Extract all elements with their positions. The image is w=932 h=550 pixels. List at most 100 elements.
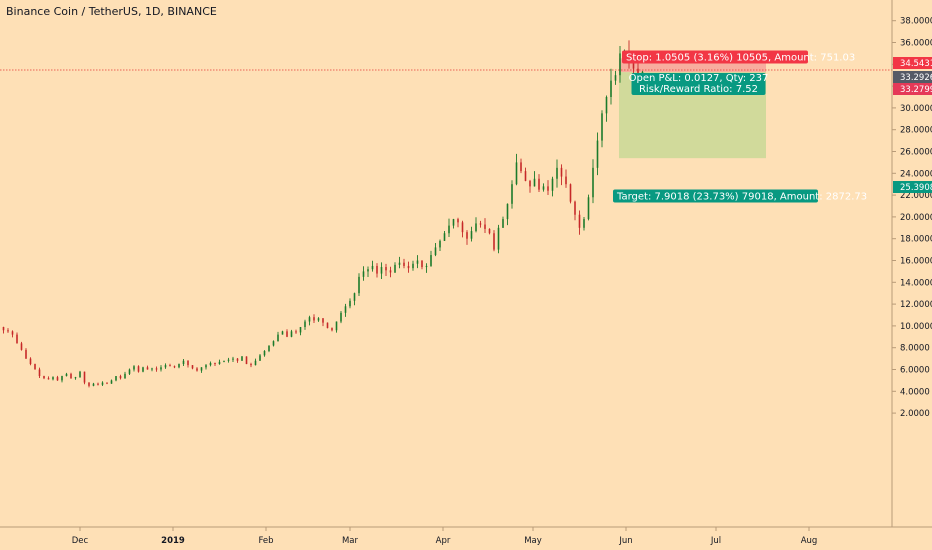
candle: [587, 194, 590, 221]
candle: [119, 374, 122, 380]
candle: [371, 260, 374, 272]
candle: [601, 110, 603, 148]
price-tick-label: 38.0000: [900, 17, 932, 27]
candle: [29, 357, 32, 366]
candle: [250, 362, 252, 368]
candle: [151, 367, 153, 372]
candle: [430, 250, 432, 267]
svg-text:34.5431: 34.5431: [900, 59, 932, 69]
price-tick-label: 18.0000: [900, 235, 932, 245]
candle: [538, 174, 540, 193]
price-tick-label: 6.0000: [900, 366, 930, 376]
candle: [43, 375, 45, 380]
candle: [268, 345, 270, 353]
svg-text:25.3908: 25.3908: [900, 183, 932, 193]
candle: [515, 153, 518, 186]
candle: [614, 70, 617, 85]
candle: [25, 348, 27, 360]
candle: [133, 365, 135, 372]
candle: [164, 363, 167, 369]
svg-text:33.2799: 33.2799: [900, 85, 932, 95]
price-tick-label: 10.0000: [900, 322, 932, 332]
candle: [223, 360, 225, 363]
candle: [182, 359, 185, 366]
candle: [326, 322, 329, 329]
candle: [547, 180, 549, 195]
stop-label[interactable]: Stop: 1.0505 (3.16%) 10505, Amount: 751.…: [622, 50, 855, 64]
candle: [155, 366, 158, 372]
candle: [484, 218, 486, 233]
candle: [92, 382, 95, 387]
candle: [493, 230, 495, 252]
candle: [196, 367, 198, 372]
candle: [565, 169, 567, 188]
candle: [47, 376, 50, 380]
target-label-background: [613, 189, 818, 203]
candle: [2, 326, 5, 334]
stop-label-text: Stop: 1.0505 (3.16%) 10505, Amount: 751.…: [626, 53, 855, 64]
candle: [205, 364, 207, 370]
risk-reward-text: Risk/Reward Ratio: 7.52: [639, 84, 758, 95]
candle: [407, 261, 410, 273]
candle: [376, 263, 378, 278]
candle: [200, 367, 203, 373]
candle: [187, 360, 189, 368]
entry-price-tag: 33.2799: [893, 83, 932, 95]
candle: [88, 382, 90, 388]
candle: [556, 159, 558, 188]
candle: [128, 368, 131, 375]
candle: [236, 358, 239, 363]
time-tick-label: 2019: [161, 536, 185, 546]
price-tick-label: 20.0000: [900, 213, 932, 223]
candle: [497, 224, 500, 254]
candle: [52, 376, 54, 381]
candle: [569, 183, 572, 204]
candle: [448, 218, 450, 238]
candle: [583, 216, 585, 231]
candle: [97, 382, 99, 386]
price-tick-label: 14.0000: [900, 278, 932, 288]
time-tick-label: Dec: [72, 536, 89, 546]
candle: [322, 317, 324, 327]
candle: [169, 363, 171, 367]
candle: [349, 298, 351, 309]
candle: [299, 326, 302, 336]
candle: [214, 362, 216, 367]
candle: [511, 180, 513, 209]
candle: [380, 262, 383, 279]
candle: [421, 260, 423, 270]
price-tick-label: 12.0000: [900, 300, 932, 310]
candle: [281, 330, 284, 335]
candle: [38, 367, 41, 379]
candle: [425, 263, 428, 273]
time-tick-label: Jul: [710, 536, 721, 546]
candle: [290, 329, 293, 338]
candle: [452, 218, 455, 229]
price-axis[interactable]: 2.0000 4.0000 6.0000 8.0000 10.0000 12.0000 14…: [892, 17, 932, 419]
stop-price-tag: 34.5431: [893, 57, 932, 69]
candle: [56, 375, 59, 381]
candle: [70, 372, 72, 379]
candle: [232, 356, 234, 363]
candle: [124, 371, 126, 379]
candle: [106, 382, 108, 385]
candle: [7, 328, 9, 333]
candle: [209, 361, 212, 367]
candle: [313, 314, 315, 324]
pnl-label[interactable]: Open P&L: 0.0127, Qty: 237 Risk/Reward R…: [629, 73, 769, 95]
time-axis[interactable]: Dec 2019 Feb Mar Apr May Jun Jul Aug: [72, 527, 818, 546]
candle: [596, 132, 599, 176]
candle: [457, 217, 459, 228]
candle: [524, 167, 527, 182]
candle: [11, 330, 14, 338]
candle: [542, 183, 545, 192]
target-label[interactable]: Target: 7.9018 (23.73%) 79018, Amount: 2…: [613, 189, 867, 203]
price-tick-label: 8.0000: [900, 344, 930, 354]
svg-text:33.2926: 33.2926: [900, 73, 932, 83]
candle: [506, 203, 509, 226]
candle: [353, 292, 356, 306]
candle: [146, 365, 149, 370]
time-tick-label: Jun: [618, 536, 632, 546]
